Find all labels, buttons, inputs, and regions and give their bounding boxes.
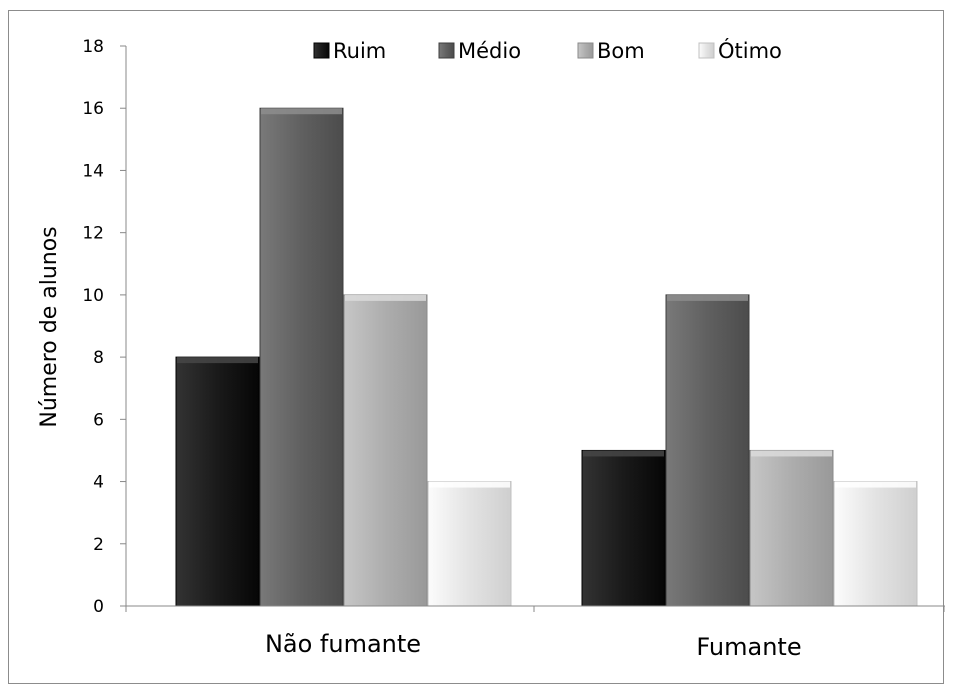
y-tick-label-4: 4 (93, 473, 104, 493)
bars-group (175, 107, 918, 607)
legend-item-otimo: Ótimo (698, 38, 782, 63)
legend-swatch-otimo (698, 42, 715, 59)
bar-ruim-fumante (581, 449, 666, 607)
bar-bom-nao-fumante (343, 294, 428, 607)
y-axis-title: Número de alunos (37, 226, 62, 427)
legend-label-bom: Bom (597, 39, 645, 63)
bar-medio-fumante (665, 294, 750, 607)
y-tick-label-12: 12 (82, 224, 104, 244)
x-tick-label-nao-fumante: Não fumante (265, 630, 421, 658)
bar-otimo-fumante (833, 481, 918, 607)
legend-swatch-ruim (313, 42, 330, 59)
legend-label-medio: Médio (458, 39, 521, 63)
legend-item-bom: Bom (577, 39, 645, 63)
y-tick-label-0: 0 (93, 597, 104, 617)
y-tick-label-8: 8 (93, 348, 104, 368)
legend-label-otimo: Ótimo (718, 38, 782, 63)
y-tick-label-14: 14 (82, 161, 104, 181)
legend-swatch-bom (577, 42, 594, 59)
y-tick-label-16: 16 (82, 99, 104, 119)
y-tick-label-10: 10 (82, 286, 104, 306)
bar-otimo-nao-fumante (427, 481, 512, 607)
y-tick-label-2: 2 (93, 535, 104, 555)
x-tick-label-fumante: Fumante (696, 633, 801, 661)
axes-group: 0 2 4 6 8 10 12 14 16 18 Não fumante Fumante (82, 37, 945, 661)
legend-label-ruim: Ruim (333, 39, 386, 63)
y-tick-label-18: 18 (82, 37, 104, 57)
legend: Ruim Médio Bom Ótimo (313, 38, 782, 63)
bar-ruim-nao-fumante (175, 356, 260, 607)
y-tick-label-6: 6 (93, 410, 104, 430)
legend-swatch-medio (438, 42, 455, 59)
legend-item-ruim: Ruim (313, 39, 386, 63)
legend-item-medio: Médio (438, 39, 521, 63)
bar-bom-fumante (749, 449, 834, 607)
bar-medio-nao-fumante (259, 107, 344, 607)
